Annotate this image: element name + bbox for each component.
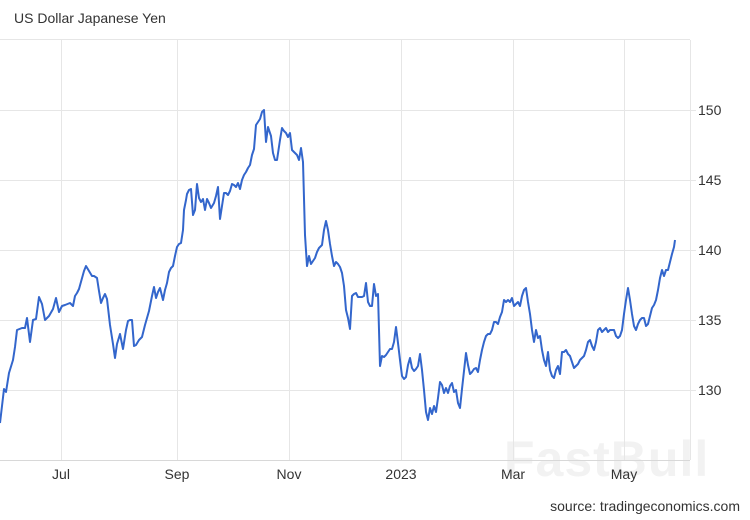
x-tick-mar: Mar [500,466,526,482]
y-tick-marks [690,110,696,391]
x-tick-sep: Sep [164,466,190,482]
title-divider [0,39,690,40]
source-attribution: source: tradingeconomics.com [550,498,740,514]
y-tick-145: 145 [698,172,722,188]
x-tick-may: May [610,466,638,482]
watermark-logo: FastBull [504,431,710,487]
x-tick-jul: Jul [52,466,70,482]
chart-title: US Dollar Japanese Yen [14,10,166,26]
y-tick-150: 150 [698,102,722,118]
x-tick-nov: Nov [276,466,302,482]
usdjpy-series-line [0,109,676,424]
y-tick-130: 130 [698,382,722,398]
x-tick-2023: 2023 [385,466,417,482]
y-tick-140: 140 [698,242,722,258]
grid-lines [0,40,691,460]
y-tick-135: 135 [698,312,722,328]
